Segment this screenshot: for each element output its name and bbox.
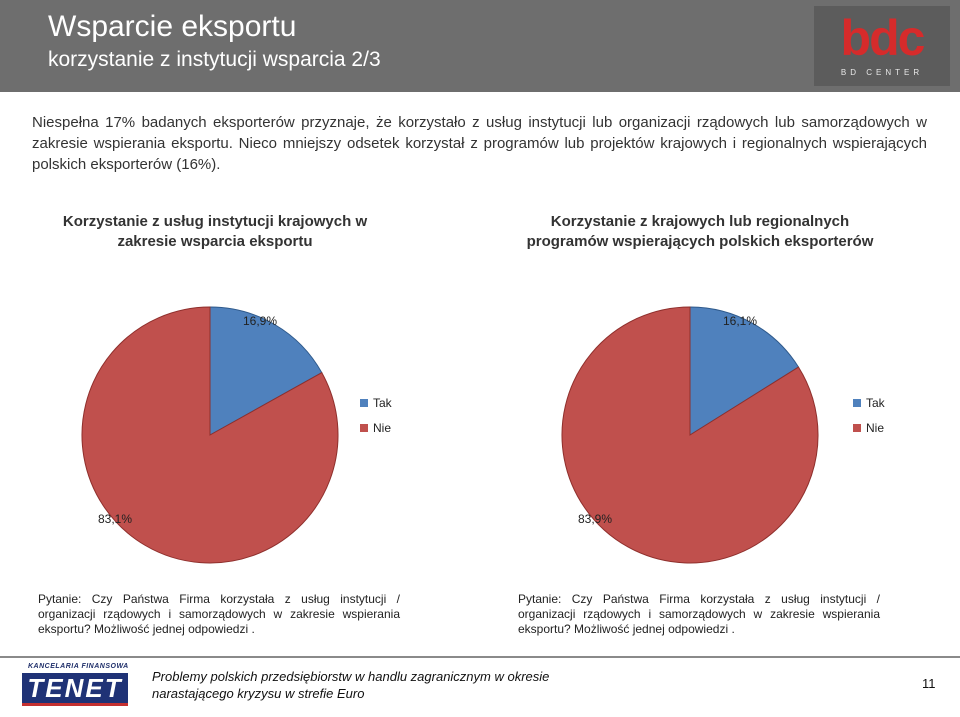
page-title: Wsparcie eksportu xyxy=(48,10,297,43)
legend-item-tak: Tak xyxy=(853,396,885,410)
chart1-title: Korzystanie z usług instytucji krajowych… xyxy=(62,213,368,250)
legend-swatch-nie xyxy=(360,424,368,432)
legend-item-tak: Tak xyxy=(360,396,392,410)
chart2-question-note: Pytanie: Czy Państwa Firma korzystała z … xyxy=(518,592,880,636)
legend-swatch-tak xyxy=(360,399,368,407)
legend-label-tak: Tak xyxy=(866,396,885,410)
bdc-logo-text: bdc xyxy=(840,10,926,66)
header-bar: Wsparcie eksportu korzystanie z instytuc… xyxy=(0,0,960,92)
footer-caption-line2: narastającego kryzysu w strefie Euro xyxy=(152,686,365,701)
tenet-logo-word: TENET xyxy=(22,673,128,706)
bdc-logo-subtext: BD CENTER xyxy=(840,68,924,77)
legend-label-tak: Tak xyxy=(373,396,392,410)
chart2-pie: 16,1% 83,9% xyxy=(561,306,819,564)
bdc-logo: bdc BD CENTER xyxy=(814,6,950,86)
chart1-pie: 16,9% 83,1% xyxy=(81,306,339,564)
footer-caption-line1: Problemy polskich przedsiębiorstw w hand… xyxy=(152,669,550,684)
pie-slice-nie xyxy=(81,306,339,564)
pie-slice-tak xyxy=(209,306,323,436)
footer-divider xyxy=(0,656,960,658)
chart2-legend: Tak Nie xyxy=(853,396,885,446)
page-number: 11 xyxy=(922,676,936,691)
footer-caption: Problemy polskich przedsiębiorstw w hand… xyxy=(152,668,549,702)
tenet-logo-top: KANCELARIA FINANSOWA xyxy=(28,663,129,670)
data-label-nie: 83,9% xyxy=(578,512,612,526)
legend-label-nie: Nie xyxy=(373,421,392,435)
legend-swatch-tak xyxy=(853,399,861,407)
legend-label-nie: Nie xyxy=(866,421,885,435)
legend-item-nie: Nie xyxy=(853,421,885,435)
pie-slice-nie xyxy=(561,306,819,564)
legend-item-nie: Nie xyxy=(360,421,392,435)
pie-slice-tak xyxy=(689,306,800,436)
data-label-nie: 83,1% xyxy=(98,512,132,526)
data-label-tak: 16,1% xyxy=(723,314,757,328)
page-subtitle: korzystanie z instytucji wsparcia 2/3 xyxy=(48,48,381,71)
data-label-tak: 16,9% xyxy=(243,314,277,328)
legend-swatch-nie xyxy=(853,424,861,432)
chart2-title: Korzystanie z krajowych lub regionalnych… xyxy=(526,213,874,250)
chart1-question-note: Pytanie: Czy Państwa Firma korzystała z … xyxy=(38,592,400,636)
intro-paragraph: Niespełna 17% badanych eksporterów przyz… xyxy=(32,114,927,173)
tenet-logo: KANCELARIA FINANSOWA TENET xyxy=(22,663,130,707)
chart1-legend: Tak Nie xyxy=(360,396,392,446)
